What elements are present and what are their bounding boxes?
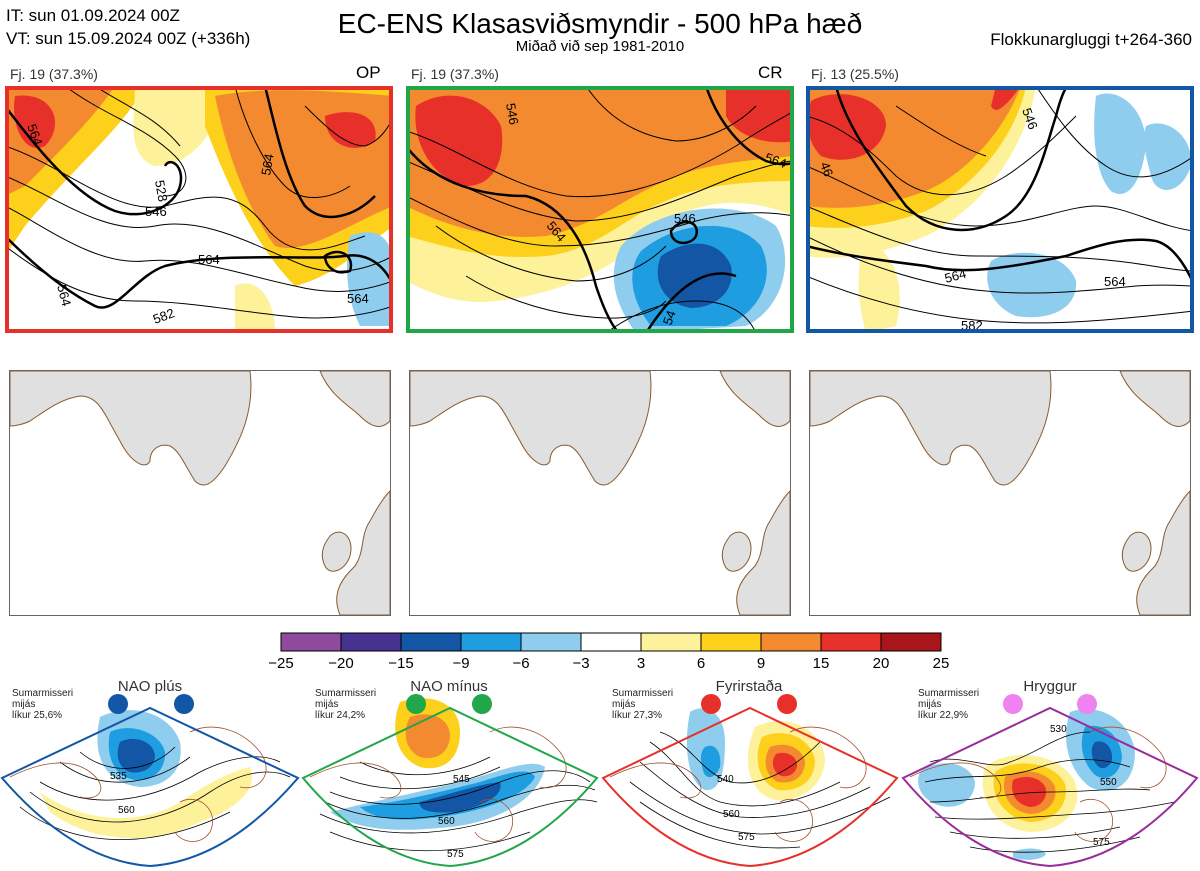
colorbar-cell [880, 632, 942, 652]
colorbar-tick-label: −20 [328, 655, 354, 672]
colorbar-tick-label: 6 [696, 655, 706, 672]
regime-3-info: Sumarmisseri mijás líkur 27,3% [612, 688, 674, 721]
cluster-2-contour-label: 546 [674, 211, 696, 226]
colorbar-cell [640, 632, 702, 652]
colorbar-tick-label: 9 [756, 655, 766, 672]
regime-maps: 535 560 545 560 575 540 560 575 530 550 … [0, 694, 1199, 868]
empty-map-2 [409, 370, 791, 616]
regime-4-title: Hryggur [1023, 678, 1077, 695]
colorbar-cell [460, 632, 522, 652]
regime-2-dot-left [406, 694, 426, 714]
regime-1-contour-label: 535 [110, 771, 127, 782]
cluster-1-contour-label: 564 [258, 153, 277, 177]
regime-3-contour-label: 560 [723, 809, 740, 820]
colorbar-cell [280, 632, 342, 652]
regime-3-dot-right [777, 694, 797, 714]
cluster-3-border [806, 86, 1194, 333]
colorbar [280, 632, 942, 652]
colorbar-tick-label: 20 [872, 655, 890, 672]
regime-3-title: Fyrirstaða [715, 678, 783, 695]
cluster-2-contour-label: 564 [763, 150, 789, 172]
cluster-2-tag: CR [758, 63, 783, 82]
regime-4-contour-label: 550 [1100, 777, 1117, 788]
colorbar-tick-label: −25 [268, 655, 294, 672]
cluster-window: Flokkunargluggi t+264-360 [990, 30, 1192, 49]
colorbar-cell [340, 632, 402, 652]
cluster-1-contour-label: 564 [198, 252, 220, 267]
cluster-1-contour-label: 546 [145, 204, 167, 219]
cluster-1-border [5, 86, 393, 333]
cluster-2-map: 546 564 564 546 54 [406, 86, 794, 333]
empty-map-1 [9, 370, 391, 616]
colorbar-tick-label: −6 [512, 655, 530, 672]
cluster-1-contour-label: 528 [152, 179, 171, 203]
regime-4-contour-label: 530 [1050, 724, 1067, 735]
cluster-2-contour-label: 546 [503, 102, 522, 126]
regime-1-contour-label: 560 [118, 805, 135, 816]
regime-2-contour-label: 560 [438, 816, 455, 827]
page-subtitle: Miðað við sep 1981-2010 [515, 38, 685, 55]
regime-4-dot-left [1003, 694, 1023, 714]
cluster-2-label: Fj. 19 (37.3%) [411, 66, 499, 82]
regime-2-contour-label: 575 [447, 849, 464, 860]
colorbar-cell [400, 632, 462, 652]
regime-2-dot-right [472, 694, 492, 714]
colorbar-tick-label: −3 [572, 655, 590, 672]
colorbar-cell [520, 632, 582, 652]
colorbar-tick-label: −15 [388, 655, 414, 672]
regime-1-title: NAO plús [117, 678, 183, 695]
regime-3-contour-label: 540 [717, 774, 734, 785]
cluster-3-contour-label: 46 [817, 160, 836, 179]
colorbar-tick-label: 25 [932, 655, 950, 672]
regime-4-contour-label: 575 [1093, 837, 1110, 848]
cluster-1-tag: OP [356, 63, 381, 82]
cluster-2-border [406, 86, 794, 333]
regime-4-info: Sumarmisseri mijás líkur 22,9% [918, 688, 980, 721]
regime-4-dot-right [1077, 694, 1097, 714]
colorbar-cell [700, 632, 762, 652]
cluster-1-label: Fj. 19 (37.3%) [10, 66, 98, 82]
regime-3-contour-label: 575 [738, 832, 755, 843]
header-dates: IT: sun 01.09.2024 00Z VT: sun 15.09.202… [6, 4, 250, 50]
regime-2-info: Sumarmisseri mijás líkur 24,2% [315, 688, 377, 721]
regime-1-map [0, 706, 300, 868]
cluster-3-map: 46 546 564 564 582 [806, 86, 1194, 333]
cluster-1-contour-label: 582 [151, 305, 177, 327]
regime-3-dot-left [701, 694, 721, 714]
cluster-3-contour-label: 546 [1019, 106, 1041, 132]
regime-3-map [601, 706, 899, 868]
cluster-1-contour-label: 564 [347, 291, 369, 306]
colorbar-cell [820, 632, 882, 652]
regime-2-contour-label: 545 [453, 774, 470, 785]
analysis-time: IT: sun 01.09.2024 00Z [6, 6, 180, 25]
valid-time: VT: sun 15.09.2024 00Z (+336h) [6, 29, 251, 48]
colorbar-tick-label: 3 [636, 655, 646, 672]
cluster-3-contour-label: 564 [1104, 274, 1126, 289]
colorbar-cell [760, 632, 822, 652]
colorbar-cell [580, 632, 642, 652]
regime-4-map [901, 706, 1199, 868]
cluster-3-label: Fj. 13 (25.5%) [811, 66, 899, 82]
cluster-1-contour-label: 564 [54, 283, 74, 308]
cluster-1-contour-label: 564 [24, 122, 46, 148]
regime-1-dot-left [108, 694, 128, 714]
colorbar-tick-label: 15 [812, 655, 830, 672]
cluster-3-contour-label: 564 [943, 266, 968, 286]
regime-2-map [301, 698, 599, 868]
regime-1-dot-right [174, 694, 194, 714]
colorbar-tick-label: −9 [452, 655, 470, 672]
regime-2-title: NAO mínus [410, 678, 488, 695]
cluster-1-map: 564 528 546 564 564 564 564 582 [5, 86, 393, 333]
page-title: EC-ENS Klasasviðsmyndir - 500 hPa hæð [337, 8, 863, 39]
regime-1-info: Sumarmisseri mijás líkur 25,6% [12, 688, 74, 721]
empty-map-3 [809, 370, 1191, 616]
cluster-2-contour-label: 54 [660, 308, 679, 327]
